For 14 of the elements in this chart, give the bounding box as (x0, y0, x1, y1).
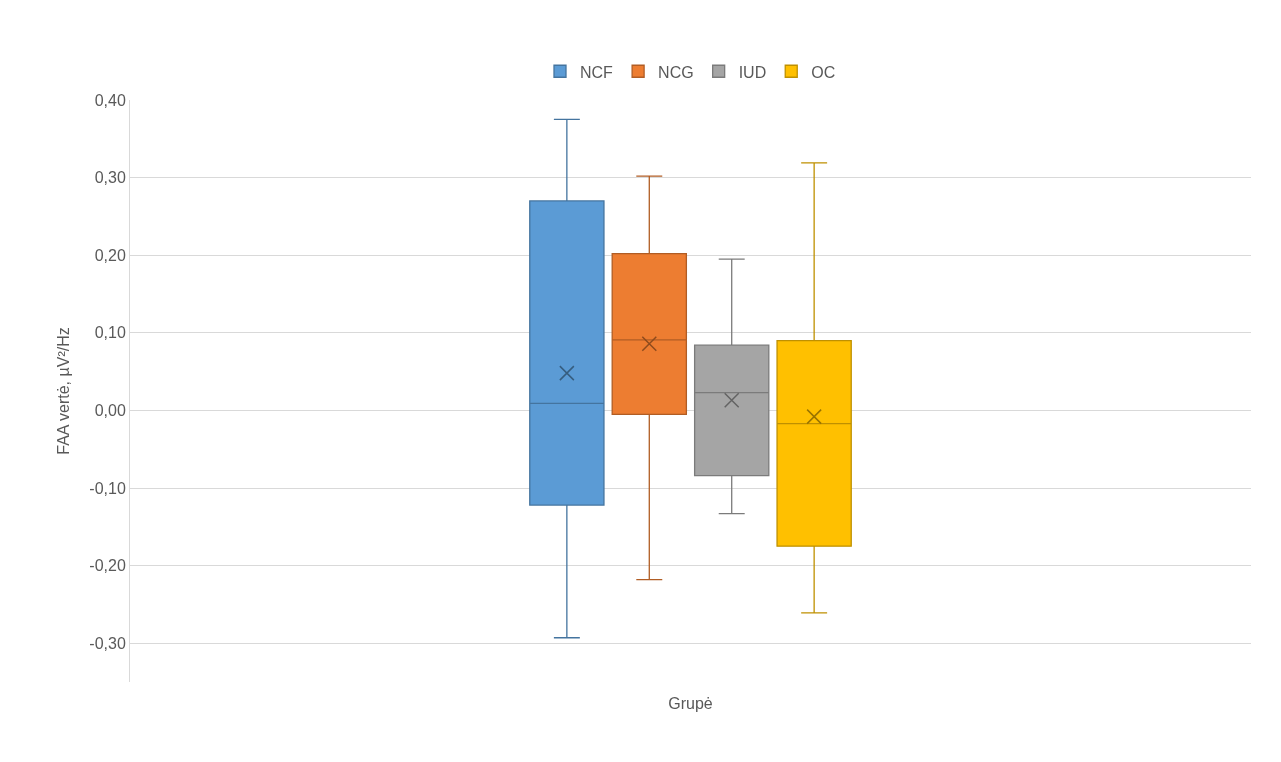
legend-label: NCF (580, 63, 614, 81)
y-tick-label: -0,30 (89, 634, 126, 652)
legend-label: OC (811, 63, 836, 81)
y-tick-label: 0,30 (94, 169, 126, 187)
y-tick-label: -0,20 (89, 557, 126, 575)
x-axis-title: Grupė (668, 694, 713, 712)
y-tick-label: 0,00 (94, 402, 126, 419)
y-tick-label: 0,10 (94, 324, 126, 342)
y-axis-title: FAA vertė, µV²/Hz (55, 327, 73, 455)
y-tick-label: 0,20 (94, 246, 126, 264)
y-tick-label: -0,10 (89, 479, 126, 497)
y-tick-label: 0,40 (94, 91, 126, 109)
legend-label: NCG (658, 63, 694, 81)
legend-label: IUD (738, 63, 767, 81)
